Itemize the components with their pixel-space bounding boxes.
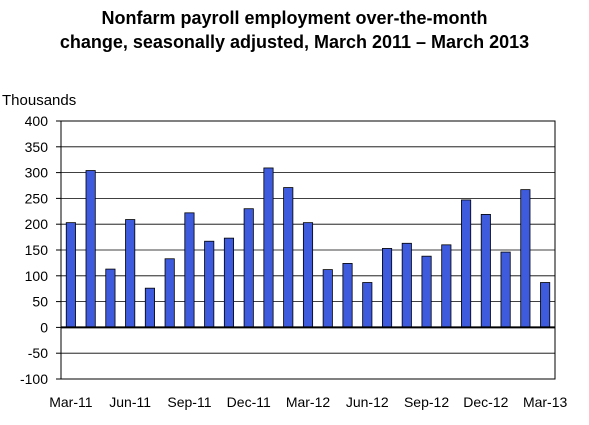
bar-May-11 [105,268,116,328]
bar-Jun-12 [362,282,373,328]
bar-Mar-12 [302,222,314,328]
bar-Feb-13 [520,189,531,328]
y-tick-label: 150 [25,242,49,258]
y-tick-label: 100 [25,268,49,284]
bar-Jul-11 [144,287,155,328]
bar-Dec-11 [243,208,254,328]
bar-Apr-12 [322,269,333,328]
y-tick-label: -100 [20,371,48,387]
y-tick-label: 350 [25,139,49,155]
bar-Aug-11 [164,258,175,328]
bar-Jan-12 [263,167,274,328]
chart-title-line-2: change, seasonally adjusted, March 2011 … [59,32,530,52]
y-tick-labels: 400 350 300 250 200 150 100 50 0 -50 -100 [20,113,61,387]
x-tick-label: Mar-11 [49,394,93,410]
bar-Oct-12 [441,244,452,328]
y-tick-label: 200 [25,216,49,232]
y-tick-label: 0 [40,319,48,335]
y-tick-label: 400 [25,113,49,129]
bar-Sep-11 [184,212,195,328]
x-tick-label: Dec-12 [463,394,508,410]
x-tick-label: Mar-13 [523,394,568,410]
bar-Jan-13 [500,251,511,328]
bar-Dec-12 [480,213,491,328]
x-tick-label: Dec-11 [227,394,271,410]
bar-Sep-12 [421,255,432,328]
bars [65,167,551,328]
bar-Apr-11 [85,170,96,328]
y-tick-label: 250 [25,190,49,206]
y-axis-label: Thousands [2,92,77,109]
y-tick-label: 300 [25,165,49,181]
x-tick-label: Sep-11 [167,394,211,410]
bar-Nov-12 [461,199,472,328]
bar-Mar-13 [540,282,551,328]
bar-Oct-11 [204,240,215,328]
x-tick-label: Jun-11 [109,394,151,410]
y-tick-label: -50 [28,345,48,361]
chart-title-line-1: Nonfarm payroll employment over-the-mont… [101,8,488,28]
bar-Feb-12 [283,187,294,328]
x-tick-label: Jun-12 [346,394,389,410]
bar-Nov-11 [223,237,235,328]
bar-May-12 [342,263,353,328]
bar-Mar-11 [65,222,76,328]
y-tick-label: 50 [32,294,48,310]
x-tick-labels: Mar-11 Jun-11 Sep-11 Dec-11 Mar-12 Jun-12 Sep-… [49,394,567,410]
bar-Jul-12 [381,248,393,328]
x-tick-label: Sep-12 [404,394,449,410]
bar-Jun-11 [125,219,136,328]
x-tick-label: Mar-12 [286,394,331,410]
bar-Aug-12 [401,242,412,328]
